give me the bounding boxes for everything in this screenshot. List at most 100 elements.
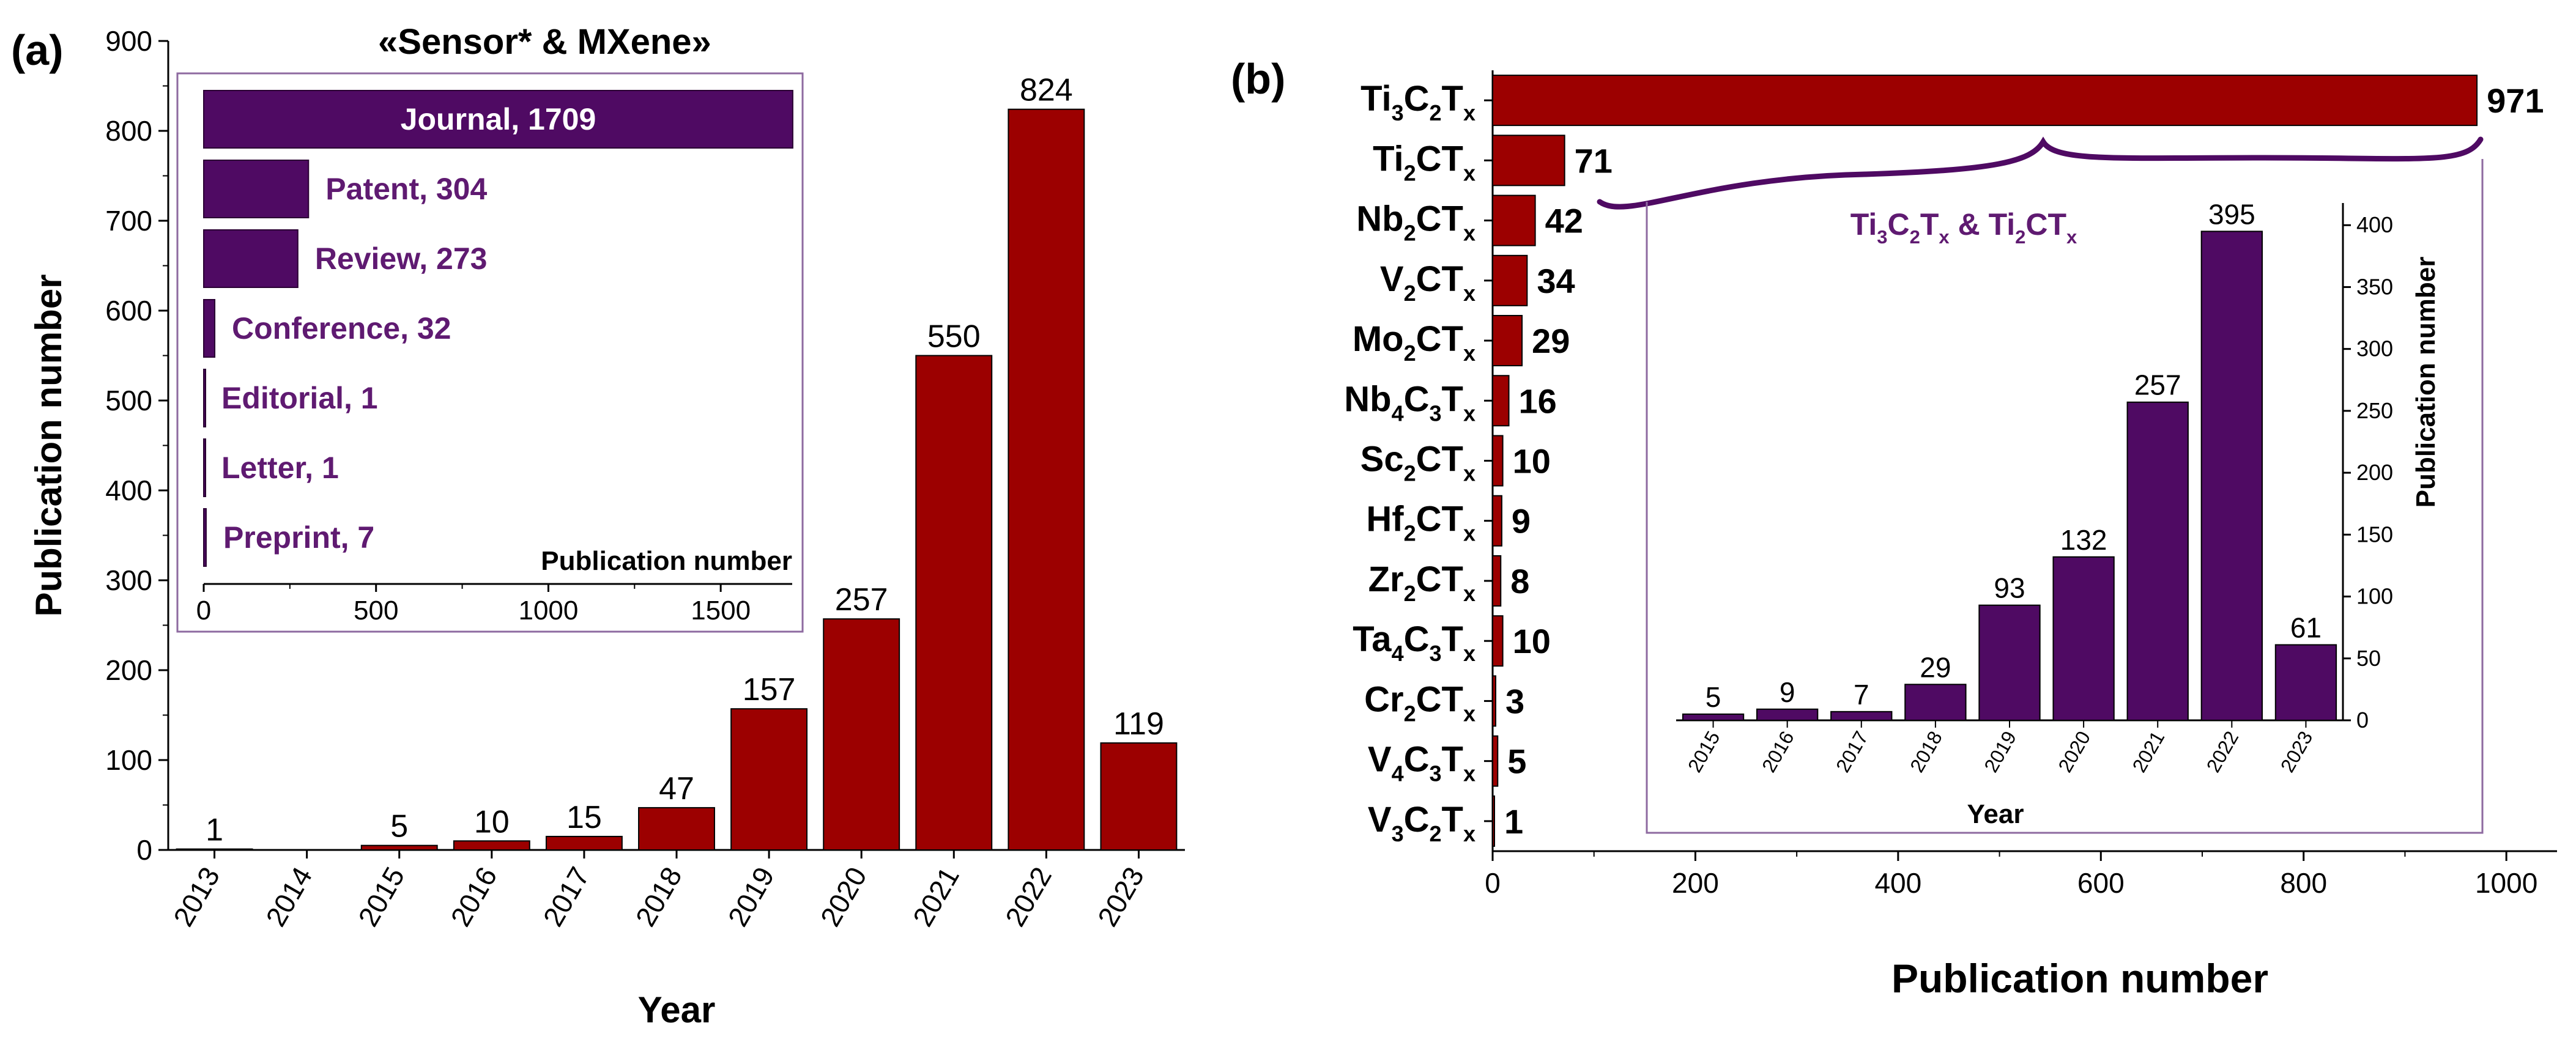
inset-b-frame [1646,159,2484,834]
b-bar-3 [1492,254,1528,306]
b-bar-1 [1492,135,1565,186]
inset-b-bar-value-label: 257 [2134,369,2181,401]
x-tick-label: 2022 [999,862,1058,932]
inset-b-bar-2022 [2200,231,2263,721]
inset-b-bar-2023 [2274,644,2337,722]
inset-bar-review [203,229,299,288]
bar-value-label-2016: 10 [474,804,510,840]
inset-bar-patent [203,160,310,218]
y-tick-label: 700 [105,205,152,237]
bar-2020 [823,618,900,851]
inset-bar-editorial [203,369,206,427]
inset-b-x-tick-label: 2017 [1832,728,1873,777]
b-y-tick-label: V2CTx [1380,259,1475,306]
x-tick-label: 2017 [536,862,595,932]
inset-b-bar-2015 [1682,713,1745,722]
bar-value-label-2015: 5 [390,809,408,844]
inset-b: 0 50 100 150 200 250 300 350 400 Publication numb… [1646,159,2484,834]
b-bar-value-label: 971 [2487,81,2544,120]
panel-label-a: (a) [11,26,64,74]
inset-b-x-title: Year [1967,799,2024,829]
b-bar-0 [1492,75,2478,127]
b-bar-value-label: 42 [1545,202,1583,240]
bar-value-label-2023: 119 [1113,706,1164,742]
b-bar-11 [1492,735,1499,787]
x-tick-label: 2018 [629,862,688,932]
inset-b-bar-2018 [1904,684,1967,722]
inset-bar-journal [203,90,793,149]
bar-2019 [730,708,808,851]
b-bar-value-label: 71 [1575,141,1613,180]
inset-b-y-tick-label: 300 [2356,336,2393,361]
inset-a: 0 500 1000 1500 Publication number Journal, 1… [176,72,804,633]
x-tick-label: 2015 [352,862,410,932]
b-bar-8 [1492,555,1502,607]
b-x-axis-title: Publication number [1891,956,2268,1001]
b-y-tick-label: Nb4C3Tx [1344,379,1475,426]
bar-value-label-2020: 257 [835,582,888,618]
b-bar-12 [1492,795,1495,847]
inset-b-y-tick-label: 200 [2356,460,2393,485]
bar-2017 [545,835,623,851]
bar-value-label-2017: 15 [566,800,602,835]
x-tick-label: 2019 [722,862,781,932]
inset-a-x-tick-label: 1000 [518,596,578,626]
b-x-tick-label: 600 [2077,867,2125,899]
b-x-tick-label: 0 [1485,867,1501,899]
inset-bar-preprint [203,508,207,567]
b-y-tick-label: V3C2Tx [1368,800,1475,846]
inset-a-x-title: Publication number [541,546,792,576]
b-bar-value-label: 9 [1512,502,1531,541]
b-bar-5 [1492,375,1510,427]
inset-b-title: Ti3C2Tx & Ti2CTx [1850,207,2077,248]
b-y-tick-label: Ti2CTx [1373,139,1475,185]
y-tick-label: 500 [105,385,152,416]
inset-bar-conference [203,299,216,358]
inset-b-x-tick-label: 2020 [2054,728,2095,777]
inset-bar-label-editorial: Editorial, 1 [221,381,378,415]
b-bar-value-label: 34 [1537,262,1575,300]
bar-value-label-2021: 550 [927,319,981,355]
inset-b-bar-2017 [1830,711,1893,721]
inset-a-x-tick-label: 1500 [691,596,751,626]
b-y-tick-label: Mo2CTx [1353,319,1475,366]
bar-value-label-2022: 824 [1020,73,1073,108]
inset-a-title: «Sensor* & MXene» [378,22,711,62]
inset-b-bar-value-label: 29 [1920,651,1951,683]
b-bar-value-label: 1 [1504,802,1523,841]
b-bar-value-label: 3 [1505,682,1524,720]
b-x-tick-label: 200 [1672,867,1719,899]
inset-b-bar-2021 [2126,401,2189,721]
b-bar-value-label: 5 [1507,742,1526,781]
inset-b-x-tick-label: 2021 [2128,728,2169,777]
x-tick-label: 2013 [167,862,226,932]
inset-bar-label-patent: Patent, 304 [325,172,487,206]
b-x-tick-label: 800 [2280,867,2327,899]
y-tick-label: 300 [105,564,152,596]
y-tick-label: 600 [105,295,152,327]
b-bar-10 [1492,675,1496,727]
b-bar-6 [1492,435,1504,487]
inset-a-x-tick-label: 0 [196,596,211,626]
b-y-tick-label: Ti3C2Tx [1360,79,1475,125]
y-tick-label: 900 [105,25,152,57]
bar-2016 [453,840,530,851]
b-y-tick-label: Sc2CTx [1360,440,1475,486]
inset-b-y-tick-label: 350 [2356,274,2393,299]
x-tick-label: 2020 [814,862,873,932]
inset-b-y-tick-label: 0 [2356,707,2369,733]
x-axis-title: Year [638,989,716,1030]
y-tick-label: 200 [105,654,152,686]
inset-b-x-tick-label: 2019 [1980,728,2021,777]
inset-b-bar-value-label: 93 [1994,572,2025,604]
inset-b-y-tick-label: 250 [2356,398,2393,423]
b-x-tick-label: 400 [1874,867,1921,899]
inset-b-bar-value-label: 5 [1706,681,1721,713]
inset-b-x-tick-label: 2023 [2276,728,2317,777]
inset-b-x-tick-label: 2018 [1906,728,1947,777]
inset-b-x-tick-label: 2016 [1758,728,1798,777]
y-tick-label: 0 [136,834,152,866]
b-bar-value-label: 10 [1513,622,1551,660]
bar-value-label-2018: 47 [659,771,694,807]
